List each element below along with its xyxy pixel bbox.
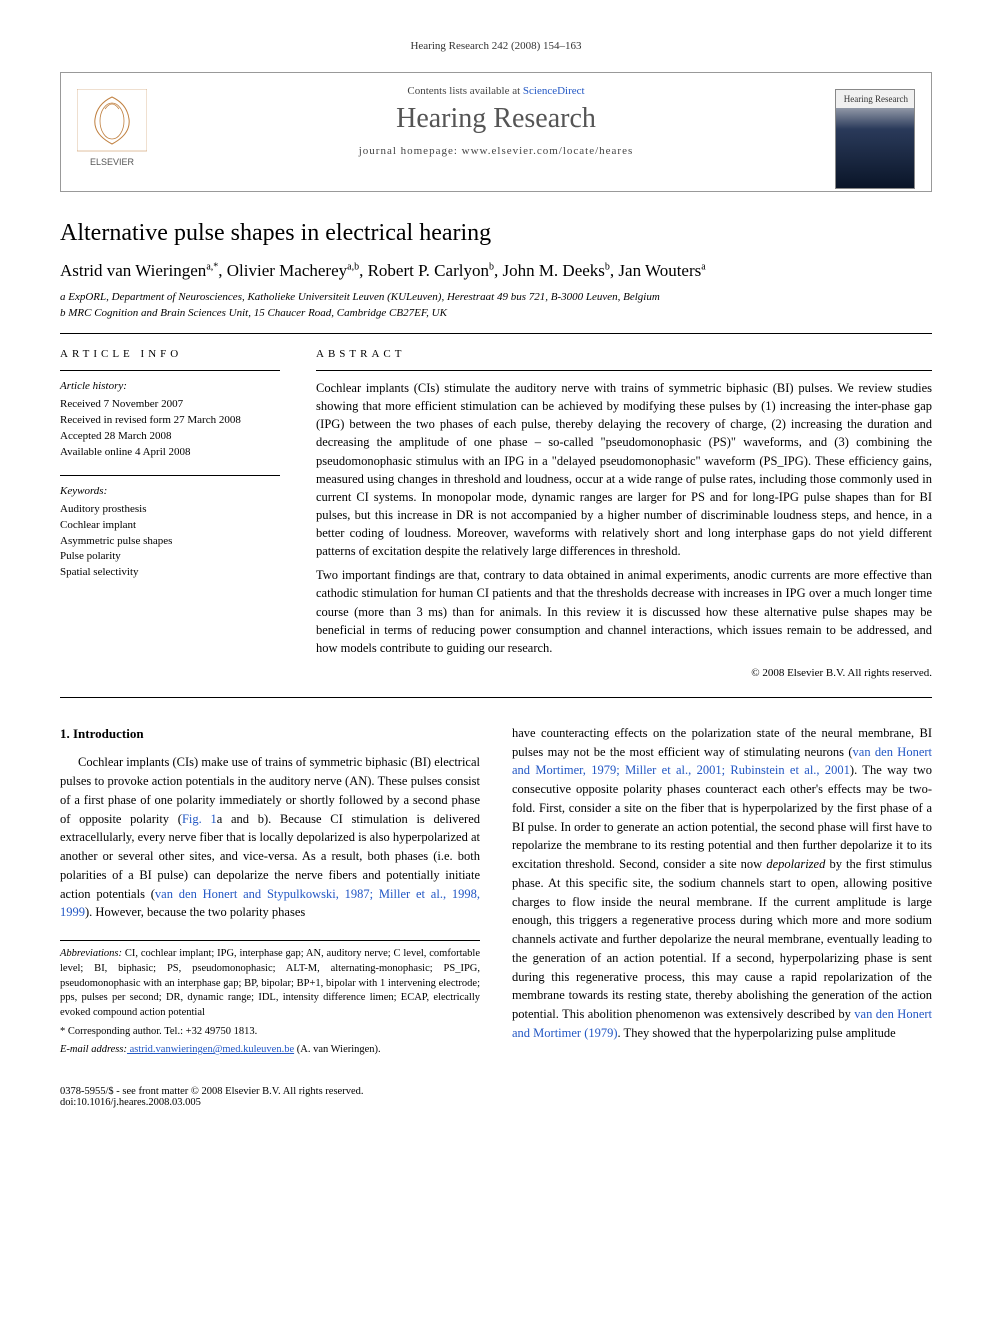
abbreviations-footnote: Abbreviations: CI, cochlear implant; IPG… [60, 947, 480, 1020]
doi-line: doi:10.1016/j.heares.2008.03.005 [60, 1097, 363, 1108]
homepage-url: www.elsevier.com/locate/heares [462, 145, 634, 157]
article-info-column: ARTICLE INFO Article history: Received 7… [60, 348, 280, 679]
author-2-affil: a,b [347, 261, 359, 272]
history-label: Article history: [60, 379, 280, 395]
corresponding-email-link[interactable]: astrid.vanwieringen@med.kuleuven.be [127, 1044, 294, 1055]
author-4-affil: b [605, 261, 610, 272]
running-header: Hearing Research 242 (2008) 154–163 [60, 40, 932, 52]
keyword-3: Asymmetric pulse shapes [60, 534, 280, 550]
author-1: Astrid van Wieringen [60, 261, 206, 280]
keyword-4: Pulse polarity [60, 549, 280, 565]
author-5-affil: a [701, 261, 705, 272]
elsevier-logo: ELSEVIER [77, 89, 147, 169]
info-abstract-row: ARTICLE INFO Article history: Received 7… [60, 348, 932, 679]
author-5: Jan Wouters [618, 261, 701, 280]
keyword-1: Auditory prosthesis [60, 502, 280, 518]
article-info-heading: ARTICLE INFO [60, 348, 280, 360]
affiliation-a: a ExpORL, Department of Neurosciences, K… [60, 291, 932, 303]
abstract-para-2: Two important findings are that, contrar… [316, 566, 932, 657]
author-2: Olivier Macherey [227, 261, 347, 280]
abbrev-label: Abbreviations: [60, 948, 122, 959]
author-4: John M. Deeks [502, 261, 604, 280]
corresponding-author-footnote: * Corresponding author. Tel.: +32 49750 … [60, 1025, 480, 1040]
abstract-copyright: © 2008 Elsevier B.V. All rights reserved… [316, 667, 932, 679]
body-column-left: 1. Introduction Cochlear implants (CIs) … [60, 724, 480, 1062]
received-date: Received 7 November 2007 [60, 397, 280, 413]
author-1-affil: a,* [206, 261, 218, 272]
online-date: Available online 4 April 2008 [60, 445, 280, 461]
footnotes-block: Abbreviations: CI, cochlear implant; IPG… [60, 940, 480, 1058]
intro-text-2c: by the first stimulus phase. At this spe… [512, 857, 932, 1021]
page-footer: 0378-5955/$ - see front matter © 2008 El… [60, 1086, 932, 1108]
article-title: Alternative pulse shapes in electrical h… [60, 220, 932, 247]
journal-homepage-line: journal homepage: www.elsevier.com/locat… [177, 145, 815, 157]
info-divider-2 [60, 475, 280, 476]
body-column-right: have counteracting effects on the polari… [512, 724, 932, 1062]
keyword-5: Spatial selectivity [60, 565, 280, 581]
affiliation-b: b MRC Cognition and Brain Sciences Unit,… [60, 307, 932, 319]
revised-date: Received in revised form 27 March 2008 [60, 413, 280, 429]
section-1-heading: 1. Introduction [60, 724, 480, 744]
article-history-block: Article history: Received 7 November 200… [60, 379, 280, 461]
keyword-2: Cochlear implant [60, 518, 280, 534]
author-3-affil: b [489, 261, 494, 272]
divider-mid [60, 697, 932, 698]
intro-text-1c: ). However, because the two polarity pha… [85, 905, 305, 919]
homepage-prefix: journal homepage: [359, 145, 462, 157]
email-label: E-mail address: [60, 1044, 127, 1055]
author-list: Astrid van Wieringena,*, Olivier Machere… [60, 261, 932, 281]
abstract-text: Cochlear implants (CIs) stimulate the au… [316, 379, 932, 657]
journal-name: Hearing Research [177, 103, 815, 135]
cover-title: Hearing Research [836, 90, 914, 108]
intro-para-1-continued: have counteracting effects on the polari… [512, 724, 932, 1043]
divider-top [60, 333, 932, 334]
sciencedirect-link[interactable]: ScienceDirect [523, 85, 585, 97]
abstract-divider [316, 370, 932, 371]
elsevier-label: ELSEVIER [90, 157, 135, 167]
figure-1-reference[interactable]: Fig. 1 [182, 812, 217, 826]
body-two-column: 1. Introduction Cochlear implants (CIs) … [60, 724, 932, 1062]
footer-left: 0378-5955/$ - see front matter © 2008 El… [60, 1086, 363, 1108]
abstract-column: ABSTRACT Cochlear implants (CIs) stimula… [316, 348, 932, 679]
intro-text-2b: ). The way two consecutive opposite pola… [512, 763, 932, 871]
intro-para-1: Cochlear implants (CIs) make use of trai… [60, 753, 480, 922]
journal-header-box: ELSEVIER Hearing Research Contents lists… [60, 72, 932, 192]
abbrev-text: CI, cochlear implant; IPG, interphase ga… [60, 948, 480, 1018]
contents-prefix: Contents lists available at [407, 85, 522, 97]
abstract-heading: ABSTRACT [316, 348, 932, 360]
front-matter-line: 0378-5955/$ - see front matter © 2008 El… [60, 1086, 363, 1097]
email-footnote: E-mail address: astrid.vanwieringen@med.… [60, 1043, 480, 1058]
info-divider-1 [60, 370, 280, 371]
abstract-para-1: Cochlear implants (CIs) stimulate the au… [316, 379, 932, 560]
journal-cover-thumbnail: Hearing Research [835, 89, 915, 189]
accepted-date: Accepted 28 March 2008 [60, 429, 280, 445]
keywords-block: Keywords: Auditory prosthesis Cochlear i… [60, 484, 280, 582]
email-person: (A. van Wieringen). [294, 1044, 381, 1055]
keywords-label: Keywords: [60, 484, 280, 500]
contents-available-line: Contents lists available at ScienceDirec… [177, 85, 815, 97]
author-3: Robert P. Carlyon [368, 261, 489, 280]
intro-text-2d: . They showed that the hyperpolarizing p… [618, 1026, 896, 1040]
depolarized-emphasis: depolarized [766, 857, 825, 871]
